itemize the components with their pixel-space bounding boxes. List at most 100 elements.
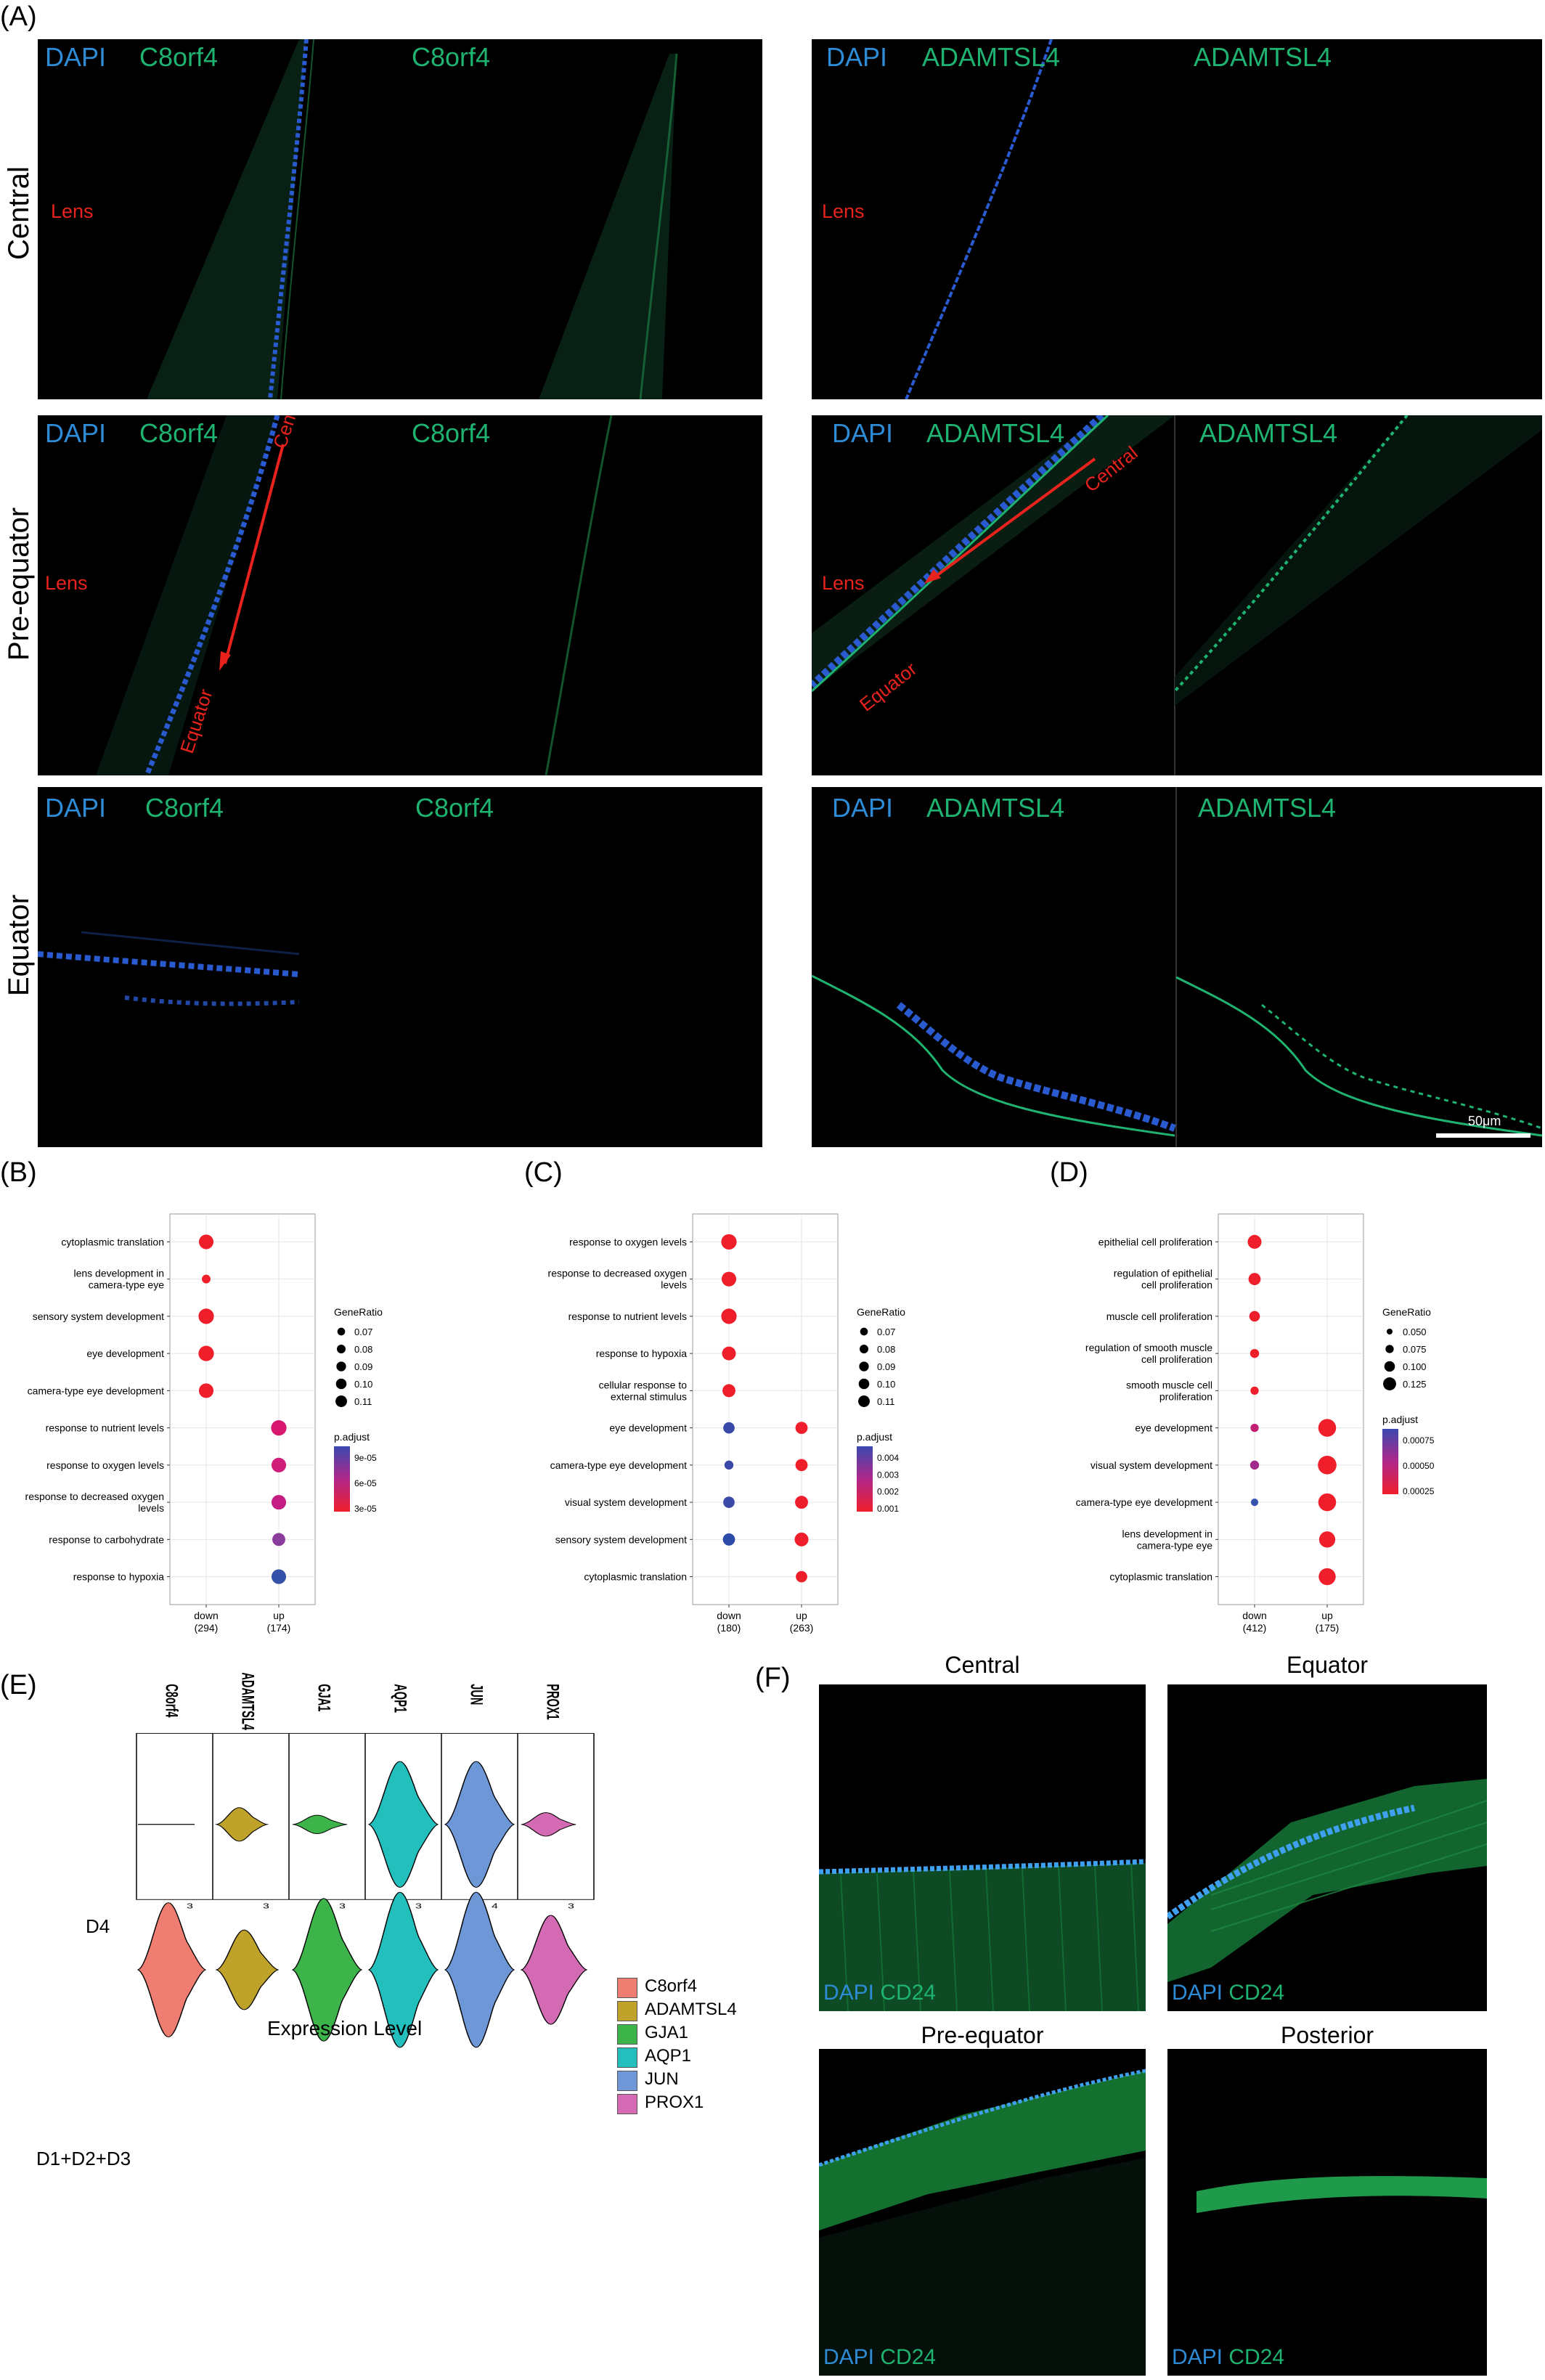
row-label-pre-equator: Pre-equator <box>3 507 35 661</box>
term-label: sensory system development <box>33 1311 164 1322</box>
x-category-count: (263) <box>790 1622 814 1634</box>
size-legend-label: 0.08 <box>354 1344 372 1355</box>
dapi-label: DAPI <box>45 42 107 72</box>
color-legend-label: 0.002 <box>877 1487 899 1497</box>
dotplot-D: epithelial cell proliferation regulation … <box>1076 1213 1435 1634</box>
dapi-label: DAPI <box>823 1981 875 2005</box>
dot-mark <box>1247 1234 1262 1249</box>
dotplot-frame <box>169 1213 316 1605</box>
gene-header: ADAMTSL4 <box>237 1672 257 1730</box>
violin-aqp1-d4 <box>367 1761 439 1888</box>
gene-header: PROX1 <box>542 1684 562 1720</box>
f-label-row: DAPI CD24 <box>823 1981 936 2005</box>
x-tick-label: 4 <box>492 1902 498 1910</box>
lens-label: Lens <box>822 572 865 594</box>
color-legend-title: p.adjust <box>1382 1414 1418 1425</box>
violin-row-d123: D1+D2+D3 <box>36 2148 131 2169</box>
dot-mark <box>1250 1498 1259 1507</box>
x-tick-label: 3 <box>187 1902 193 1910</box>
micrograph-c8orf4-equator: DAPI C8orf4 C8orf4 <box>38 787 762 1147</box>
dot-mark <box>724 1460 734 1470</box>
f-title-equator: Equator <box>1286 1652 1369 1678</box>
violin-gja1-d123 <box>291 1898 363 2042</box>
dapi-label: DAPI <box>1172 1981 1223 2005</box>
dapi-label: DAPI <box>832 793 894 823</box>
f-label-row: DAPI CD24 <box>1172 2345 1284 2370</box>
dot-mark <box>1318 1531 1336 1548</box>
term-label: response to decreased oxygen <box>548 1268 687 1279</box>
size-legend-label: 0.10 <box>877 1379 895 1390</box>
violin-plot: C8orf4 3 ADAMTSL4 3 GJA1 3 AQP1 3 JUN 4 PROX1 3 <box>136 1672 595 2048</box>
dot-mark <box>198 1308 214 1324</box>
dotplot-B: cytoplasmic translation lens development … <box>25 1213 383 1634</box>
adamtsl4-label-single: ADAMTSL4 <box>1198 793 1337 823</box>
panel-label-b: (B) <box>0 1157 37 1188</box>
dot-mark <box>794 1532 809 1546</box>
dot-mark <box>1318 1419 1337 1437</box>
dot-mark <box>795 1422 808 1435</box>
dot-mark <box>198 1383 214 1398</box>
size-legend-dot <box>336 1361 346 1372</box>
micrograph-adamtsl4-central: DAPI ADAMTSL4 ADAMTSL4 Lens <box>812 39 1542 399</box>
x-tick-label: 3 <box>263 1902 269 1910</box>
dot-mark <box>198 1234 214 1250</box>
enrichment-dotplots: cytoplasmic translation lens development … <box>25 1213 1435 1634</box>
dot-mark <box>723 1422 735 1434</box>
micrograph-adamtsl4-equator: DAPI ADAMTSL4 ADAMTSL4 50μm <box>812 787 1542 1147</box>
dapi-label: DAPI <box>45 793 107 823</box>
term-label: lens development in <box>73 1268 164 1279</box>
term-label: regulation of smooth muscle <box>1085 1342 1212 1353</box>
cd24-label: CD24 <box>1228 1981 1285 2005</box>
x-category-count: (174) <box>267 1622 291 1634</box>
gene-header: AQP1 <box>390 1684 409 1713</box>
size-legend-dot <box>1383 1377 1396 1390</box>
size-legend-label: 0.11 <box>877 1396 894 1407</box>
adamtsl4-label: ADAMTSL4 <box>922 42 1061 72</box>
size-legend-dot <box>860 1327 868 1336</box>
size-legend-title: GeneRatio <box>857 1306 905 1318</box>
x-category-label: down <box>194 1610 218 1621</box>
size-legend-label: 0.07 <box>354 1326 372 1337</box>
cd24-label: CD24 <box>880 1981 937 2005</box>
violin-c8orf4-d123 <box>136 1902 207 2038</box>
dot-mark <box>722 1533 735 1546</box>
term-label: levels <box>661 1279 687 1291</box>
size-legend-title: GeneRatio <box>334 1306 383 1318</box>
x-category-count: (175) <box>1316 1622 1340 1634</box>
dot-mark <box>1318 1456 1337 1475</box>
term-label: response to decreased oxygen <box>25 1491 164 1502</box>
x-category-count: (180) <box>717 1622 741 1634</box>
color-legend-label: 0.004 <box>877 1453 899 1463</box>
f-title-pre-equator: Pre-equator <box>921 2022 1044 2048</box>
micrograph-cd24-posterior: DAPI CD24 <box>1167 2049 1487 2376</box>
size-legend-label: 0.050 <box>1403 1326 1427 1337</box>
legend-label-adamtsl4: ADAMTSL4 <box>645 2000 737 2019</box>
size-legend-label: 0.07 <box>877 1326 895 1337</box>
size-legend-dot <box>337 1345 346 1353</box>
gene-header: C8orf4 <box>161 1684 181 1717</box>
dotplot-frame <box>1218 1213 1364 1605</box>
panel-label-a: (A) <box>0 1 37 32</box>
term-label: response to hypoxia <box>73 1571 165 1583</box>
color-legend-label: 0.00025 <box>1403 1486 1435 1496</box>
adamtsl4-label: ADAMTSL4 <box>926 418 1065 448</box>
size-legend-dot <box>858 1378 870 1390</box>
size-legend-dot <box>335 1395 347 1407</box>
micrograph-cd24-central: DAPI CD24 <box>819 1684 1146 2011</box>
dot-mark <box>1250 1348 1260 1358</box>
micrograph-adamtsl4-pre-equator: DAPI ADAMTSL4 ADAMTSL4 Lens Central Equa… <box>812 415 1542 775</box>
adamtsl4-label-single: ADAMTSL4 <box>1199 418 1338 448</box>
dot-mark <box>202 1274 211 1284</box>
dotplot-frame <box>692 1213 839 1605</box>
dapi-label: DAPI <box>832 418 894 448</box>
violin-adamtsl4-d4 <box>214 1807 269 1842</box>
dot-mark <box>271 1569 287 1584</box>
dot-mark <box>1248 1273 1261 1286</box>
dot-mark <box>723 1496 735 1508</box>
color-legend-label: 9e-05 <box>354 1453 377 1463</box>
legend-label-gja1: GJA1 <box>645 2023 689 2042</box>
violin-adamtsl4-d123 <box>215 1929 280 2010</box>
dot-mark <box>271 1495 287 1510</box>
x-tick-label: 3 <box>339 1902 346 1910</box>
micrograph-cd24-pre-equator: DAPI CD24 <box>819 2049 1146 2376</box>
